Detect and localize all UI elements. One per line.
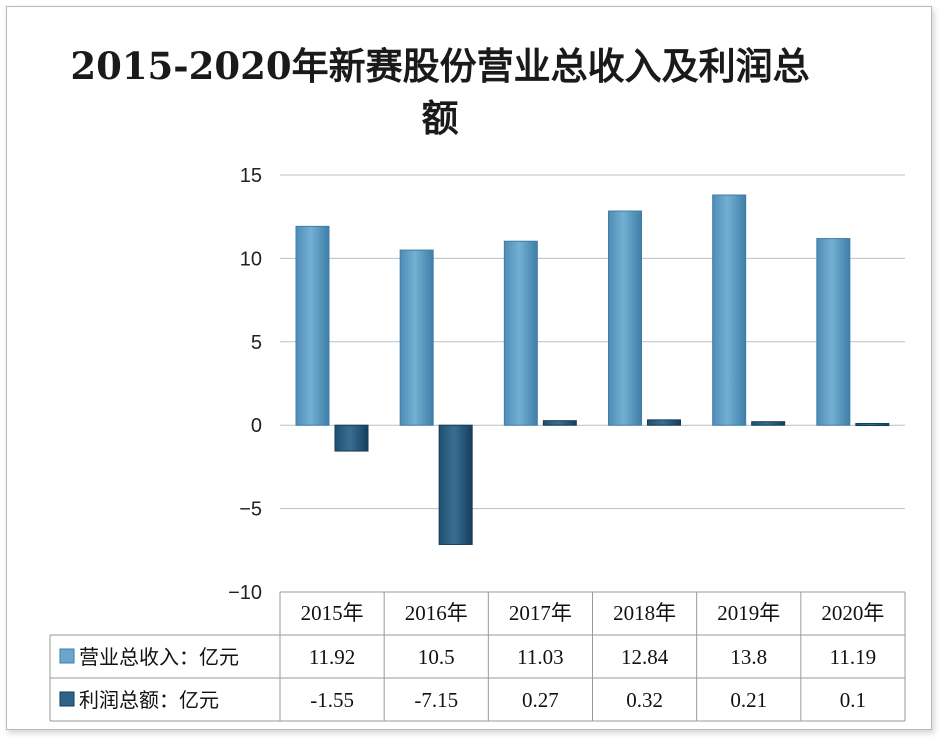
data-label: 0.27 [522, 688, 559, 712]
revenue-bar [608, 210, 642, 426]
category-label: 2018年 [613, 601, 676, 625]
chart-frame [6, 6, 932, 730]
revenue-bar [399, 249, 434, 426]
data-label: 13.8 [730, 645, 767, 669]
y-tick-label: −5 [239, 499, 262, 521]
category-label: 2020年 [821, 601, 884, 625]
category-label: 2017年 [509, 601, 572, 625]
revenue-bar [712, 194, 747, 426]
legend-swatch [59, 691, 75, 707]
profit-bar [751, 421, 786, 426]
category-label: 2019年 [717, 601, 780, 625]
y-tick-label: 0 [251, 415, 262, 437]
category-label: 2016年 [405, 601, 468, 625]
data-label: -7.15 [414, 688, 458, 712]
grid-layer [280, 174, 905, 510]
legend-label: 营业总收入：亿元 [79, 645, 239, 669]
legend-swatch [59, 648, 75, 664]
bars-layer [295, 194, 890, 545]
y-tick-label: 5 [251, 332, 262, 354]
profit-bar [855, 423, 890, 427]
y-tick-label: 15 [240, 165, 262, 187]
profit-bar [647, 419, 681, 426]
y-tick-label: −10 [228, 582, 262, 604]
data-label: 0.21 [730, 688, 767, 712]
data-label: 11.03 [517, 645, 563, 669]
legend-label: 利润总额：亿元 [79, 688, 219, 712]
y-axis: 15 10 5 0 −5 −10 [228, 165, 262, 604]
revenue-bar [503, 240, 538, 426]
data-label: -1.55 [310, 688, 354, 712]
profit-bar [438, 424, 473, 545]
profit-bar [542, 420, 577, 426]
revenue-bar [816, 238, 851, 426]
data-label: 11.19 [830, 645, 876, 669]
data-label: 11.92 [309, 645, 355, 669]
category-label: 2015年 [301, 601, 364, 625]
data-label: 12.84 [621, 645, 669, 669]
chart-title: 2015-2020年新赛股份营业总收入及利润总额 [70, 44, 810, 140]
revenue-bar [295, 225, 330, 426]
data-label: 10.5 [418, 645, 455, 669]
y-tick-label: 10 [240, 248, 262, 270]
data-label: 0.1 [840, 688, 866, 712]
data-label: 0.32 [626, 688, 663, 712]
profit-bar [334, 424, 369, 452]
